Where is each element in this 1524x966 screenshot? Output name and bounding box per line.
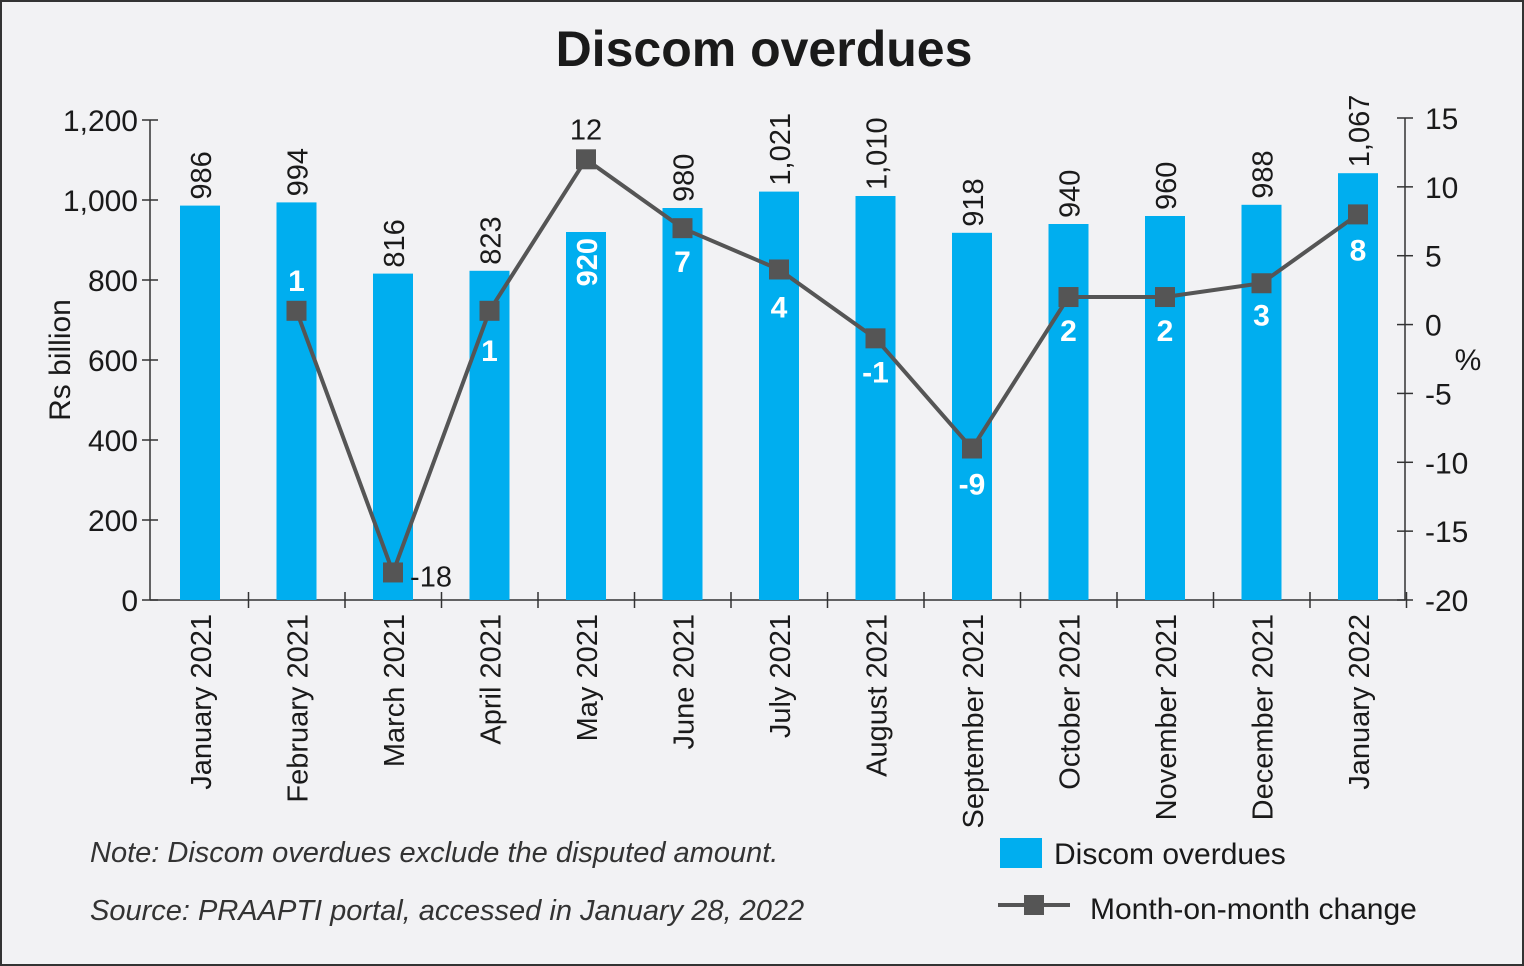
bar <box>373 273 413 600</box>
y2-tick-label: 5 <box>1425 241 1442 274</box>
mom-change-marker <box>1348 204 1368 225</box>
mom-change-label: 7 <box>674 246 691 279</box>
mom-change-marker <box>1251 273 1272 294</box>
y-tick-label: 600 <box>88 345 138 378</box>
y-tick-label: 200 <box>88 505 138 538</box>
mom-change-label: -18 <box>410 561 452 593</box>
mom-change-marker <box>576 149 596 170</box>
y2-tick-label: 15 <box>1425 103 1458 136</box>
legend-bar-swatch <box>1000 838 1042 868</box>
bar <box>566 232 606 600</box>
bar <box>952 232 992 601</box>
mom-change-marker <box>769 259 789 280</box>
y2-axis-label: % <box>1455 344 1482 377</box>
bar <box>759 191 799 600</box>
bar <box>1338 173 1378 600</box>
y-tick-label: 800 <box>88 265 138 298</box>
x-tick-label: October 2021 <box>1055 614 1087 790</box>
x-tick-label: June 2021 <box>669 614 701 749</box>
mom-change-label: 2 <box>1060 315 1077 348</box>
legend: Discom overdues Month-on-month change <box>998 838 1417 926</box>
bar-value-label: 918 <box>958 178 990 226</box>
bar-value-label: 986 <box>186 151 218 199</box>
bar <box>1241 204 1282 601</box>
mom-change-marker <box>865 328 886 349</box>
bar-value-label: 823 <box>476 216 508 264</box>
bar-value-label: 960 <box>1151 162 1183 210</box>
x-tick-label: January 2021 <box>186 614 218 790</box>
y2-tick-label: -10 <box>1425 447 1468 480</box>
bar <box>180 205 220 600</box>
bar-value-label: 1,010 <box>862 117 894 190</box>
mom-change-label: 12 <box>570 114 602 146</box>
chart-source: Source: PRAAPTI portal, accessed in Janu… <box>90 895 804 927</box>
x-tick-label: March 2021 <box>379 614 411 767</box>
y-tick-label: 1,200 <box>63 105 138 138</box>
x-tick-label: November 2021 <box>1151 614 1183 820</box>
x-tick-label: July 2021 <box>765 614 797 738</box>
bar <box>662 208 703 600</box>
y2-tick-label: -5 <box>1425 378 1452 411</box>
x-tick-label: February 2021 <box>283 614 315 803</box>
chart-note: Note: Discom overdues exclude the disput… <box>90 837 778 869</box>
bar-value-label: 816 <box>379 219 411 267</box>
x-tick-label: January 2022 <box>1344 614 1376 790</box>
x-tick-label: May 2021 <box>572 614 604 741</box>
mom-change-marker <box>672 218 693 239</box>
y-tick-label: 1,000 <box>63 185 138 218</box>
mom-change-label: 3 <box>1253 299 1270 332</box>
bar-value-label: 980 <box>669 154 701 202</box>
mom-change-label: 1 <box>481 335 498 368</box>
mom-change-label: -1 <box>862 356 889 389</box>
mom-change-label: 4 <box>771 291 788 324</box>
bar <box>855 196 896 600</box>
mom-change-line <box>294 156 1360 579</box>
bar-value-label: 940 <box>1055 170 1087 218</box>
bar-value-label: 1,067 <box>1344 95 1376 168</box>
legend-line-marker <box>1024 895 1044 915</box>
bar <box>276 202 317 600</box>
legend-bar-label: Discom overdues <box>1054 838 1286 871</box>
chart-title: Discom overdues <box>556 21 973 77</box>
y2-tick-label: 0 <box>1425 310 1442 343</box>
mom-change-marker <box>479 300 500 321</box>
x-tick-label: December 2021 <box>1248 614 1280 820</box>
mom-change-marker <box>286 300 307 321</box>
y-tick-label: 400 <box>88 425 138 458</box>
mom-change-label: 2 <box>1157 315 1174 348</box>
bar-value-label: 988 <box>1248 150 1280 198</box>
mom-change-label: 1 <box>288 265 305 298</box>
y-axis-label: Rs billion <box>44 299 77 421</box>
mom-change-label: -9 <box>959 469 986 502</box>
y-tick-label: 0 <box>121 585 138 618</box>
bar <box>1048 224 1089 600</box>
x-tick-label: April 2021 <box>476 614 508 745</box>
bar <box>1145 216 1185 600</box>
mom-change-label: 8 <box>1350 234 1367 267</box>
mom-change-marker <box>962 438 982 459</box>
mom-change-marker <box>383 562 403 583</box>
bar <box>469 270 510 600</box>
legend-line-label: Month-on-month change <box>1090 893 1417 926</box>
bar-value-label: 920 <box>572 238 604 286</box>
mom-change-marker <box>1155 287 1175 308</box>
y2-tick-label: -15 <box>1425 516 1468 549</box>
y2-tick-label: 10 <box>1425 172 1458 205</box>
bar-value-label: 994 <box>283 148 315 196</box>
y2-tick-label: -20 <box>1425 585 1468 618</box>
mom-change-marker <box>1058 287 1079 308</box>
bar-value-label: 1,021 <box>765 113 797 186</box>
x-tick-label: August 2021 <box>862 614 894 777</box>
x-tick-label: September 2021 <box>958 614 990 828</box>
